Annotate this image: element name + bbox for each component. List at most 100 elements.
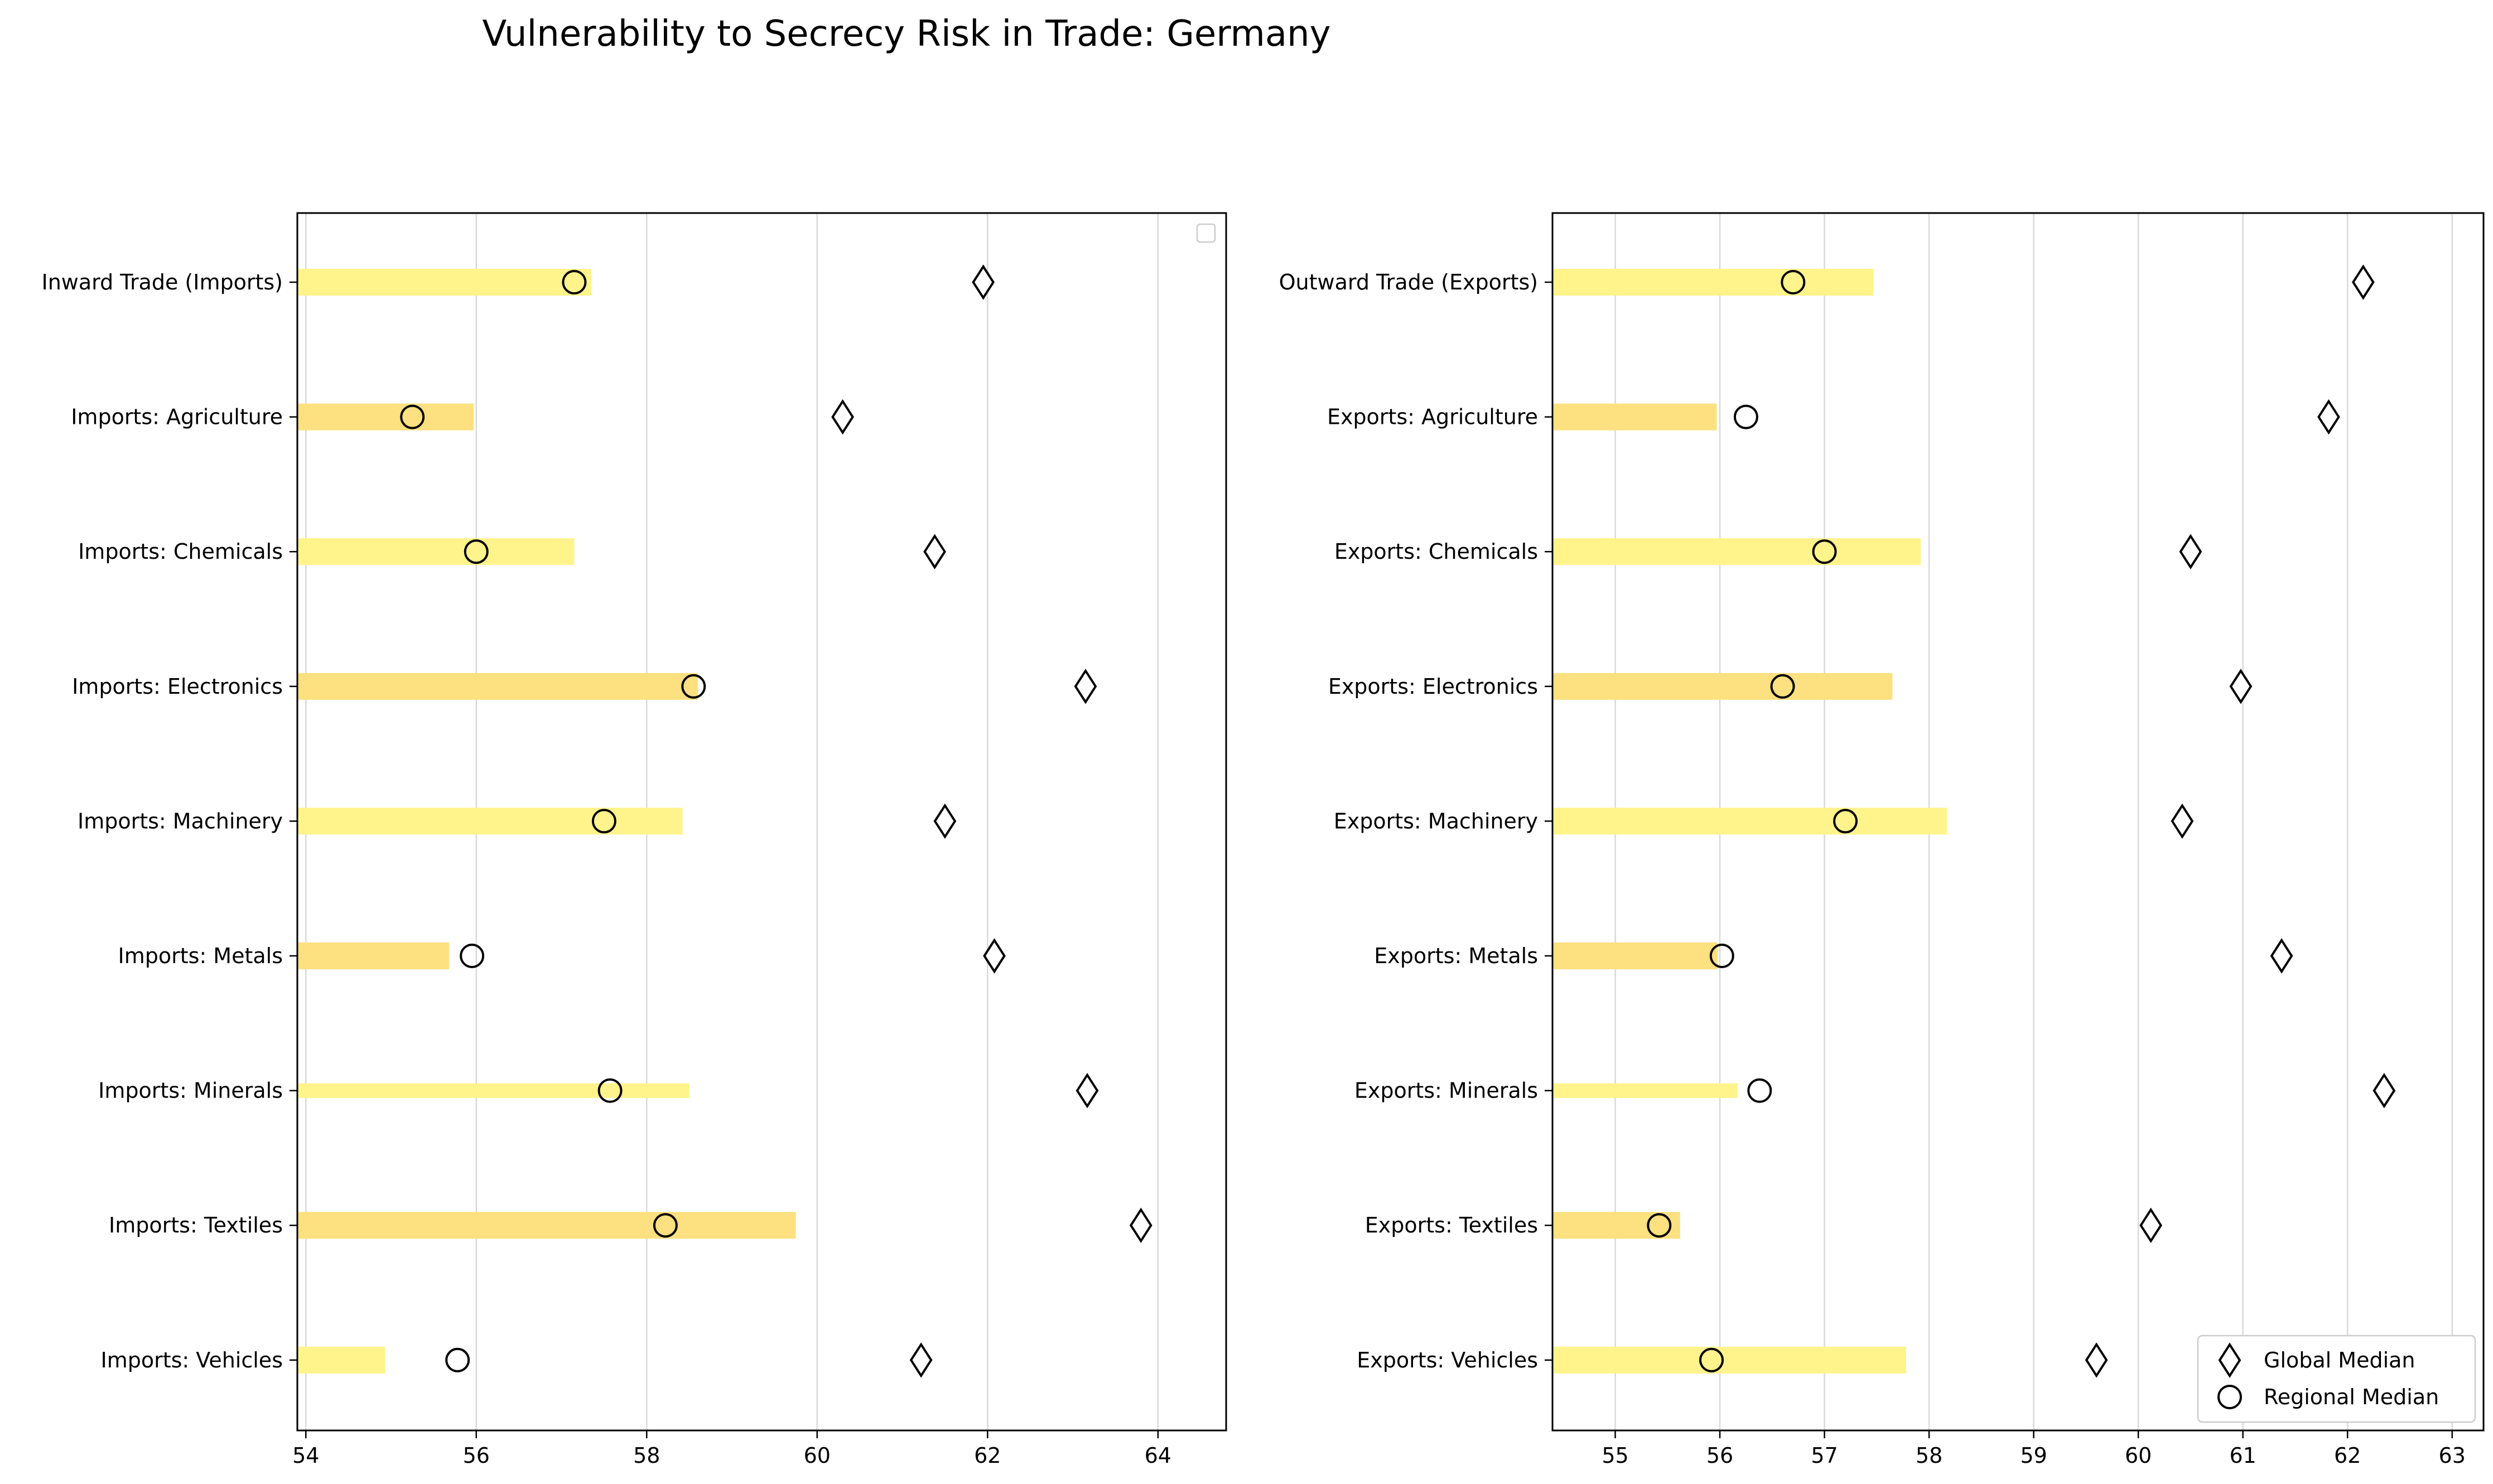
regional-median-marker-imports-minerals [597, 1078, 623, 1103]
x-tick-label: 57 [1811, 1443, 1838, 1468]
bar-exports-metals [1552, 942, 1718, 969]
empty-legend-box [1196, 223, 1216, 243]
bar-imports-electronics [297, 673, 698, 700]
regional-median-marker-exports-machinery [1833, 809, 1858, 834]
global-median-marker-exports-minerals [2373, 1072, 2396, 1109]
x-tick-label: 59 [2020, 1443, 2047, 1468]
y-tick-label: Exports: Textiles [1365, 1213, 1538, 1238]
y-tick-label: Imports: Metals [118, 944, 283, 968]
global-median-marker-exports-vehicles [2085, 1342, 2108, 1378]
axes-frame [1551, 212, 2485, 1432]
global-median-marker-outward-trade-exports [2351, 264, 2375, 300]
regional-median-marker-exports-textiles [1647, 1213, 1672, 1238]
bar-imports-metals [297, 942, 449, 969]
global-median-marker-imports-electronics [1074, 669, 1097, 704]
bar-exports-chemicals [1552, 538, 1921, 565]
legend-label-global-median: Global Median [2264, 1348, 2415, 1372]
global-median-marker-imports-metals [983, 938, 1006, 974]
regional-median-marker-inward-trade-imports [562, 270, 587, 294]
global-median-marker-imports-agriculture [831, 399, 854, 435]
bar-inward-trade-imports [297, 269, 591, 296]
global-median-marker-imports-textiles [1129, 1207, 1153, 1243]
y-tick-label: Imports: Textiles [109, 1213, 283, 1238]
regional-median-marker-exports-chemicals [1812, 539, 1837, 564]
regional-median-marker-imports-metals [460, 944, 485, 968]
bar-exports-machinery [1552, 808, 1947, 835]
global-median-marker-exports-textiles [2139, 1207, 2163, 1243]
y-tick-label: Imports: Chemicals [78, 539, 283, 564]
legend-label-regional-median: Regional Median [2264, 1385, 2439, 1409]
x-tick-label: 56 [1706, 1443, 1733, 1468]
global-median-marker-exports-machinery [2171, 803, 2194, 839]
bar-imports-textiles [297, 1212, 796, 1239]
bar-imports-minerals [297, 1083, 689, 1098]
bar-imports-vehicles [297, 1346, 385, 1374]
x-tick-label: 62 [2334, 1443, 2361, 1468]
regional-median-marker-exports-metals [1709, 944, 1734, 968]
chart-title: Vulnerability to Secrecy Risk in Trade: … [483, 13, 1331, 55]
regional-median-marker-exports-electronics [1770, 674, 1795, 699]
global-median-marker-imports-minerals [1076, 1072, 1099, 1109]
regional-median-marker-outward-trade-exports [1781, 270, 1806, 294]
y-tick-label: Inward Trade (Imports) [42, 270, 283, 294]
legend-circle-icon [2217, 1385, 2242, 1409]
y-tick-label: Exports: Vehicles [1357, 1348, 1538, 1372]
bar-imports-agriculture [297, 403, 474, 431]
y-tick-label: Imports: Machinery [78, 809, 283, 833]
y-tick-label: Exports: Machinery [1334, 809, 1538, 833]
regional-median-marker-imports-electronics [681, 674, 706, 699]
x-tick-label: 62 [974, 1443, 1001, 1468]
bar-exports-minerals [1552, 1083, 1738, 1098]
x-tick-label: 63 [2439, 1443, 2466, 1468]
global-median-marker-imports-vehicles [909, 1342, 933, 1378]
regional-median-marker-exports-agriculture [1733, 404, 1758, 429]
bar-exports-electronics [1552, 673, 1893, 700]
x-tick-label: 54 [292, 1443, 319, 1468]
y-tick-label: Exports: Electronics [1328, 674, 1538, 699]
regional-median-marker-exports-minerals [1747, 1078, 1772, 1103]
y-tick-label: Imports: Minerals [98, 1079, 283, 1103]
y-tick-label: Outward Trade (Exports) [1279, 270, 1538, 294]
bar-exports-vehicles [1552, 1346, 1906, 1374]
x-tick-label: 60 [2125, 1443, 2152, 1468]
regional-median-marker-imports-agriculture [400, 404, 425, 429]
global-median-marker-exports-agriculture [2317, 399, 2340, 435]
x-tick-label: 64 [1145, 1443, 1171, 1468]
global-median-marker-imports-chemicals [923, 534, 946, 569]
right-panel-exports: Outward Trade (Exports) Exports: Agricult… [1279, 212, 2485, 1468]
legend-box [2197, 1335, 2476, 1423]
x-tick-label: 61 [2230, 1443, 2256, 1468]
y-tick-label: Imports: Agriculture [71, 405, 283, 429]
global-median-marker-imports-machinery [933, 803, 957, 839]
x-tick-label: 60 [804, 1443, 831, 1468]
bar-imports-chemicals [297, 538, 575, 565]
bar-exports-agriculture [1552, 403, 1717, 431]
x-tick-label: 55 [1602, 1443, 1628, 1468]
y-tick-label: Exports: Agriculture [1327, 405, 1538, 429]
regional-median-marker-exports-vehicles [1699, 1347, 1724, 1372]
x-tick-label: 58 [1916, 1443, 1942, 1468]
regional-median-marker-imports-textiles [653, 1213, 678, 1238]
bar-imports-machinery [297, 808, 683, 835]
global-median-marker-exports-chemicals [2179, 534, 2202, 569]
x-tick-label: 58 [633, 1443, 660, 1468]
y-tick-label: Imports: Vehicles [101, 1348, 283, 1372]
bar-outward-trade-exports [1552, 269, 1874, 296]
global-median-marker-exports-metals [2270, 938, 2293, 974]
x-tick-label: 56 [463, 1443, 490, 1468]
y-tick-label: Imports: Electronics [72, 674, 283, 699]
bar-exports-textiles [1552, 1212, 1680, 1239]
y-tick-label: Exports: Chemicals [1334, 539, 1538, 564]
y-tick-label: Exports: Metals [1374, 944, 1538, 968]
global-median-marker-exports-electronics [2229, 669, 2253, 704]
left-panel-imports: Inward Trade (Imports) Imports: Agricultu… [42, 212, 1227, 1468]
regional-median-marker-imports-machinery [591, 809, 616, 834]
y-tick-label: Exports: Minerals [1354, 1079, 1538, 1103]
regional-median-marker-imports-vehicles [445, 1347, 470, 1372]
legend-diamond-icon [2218, 1342, 2241, 1378]
axes-frame [296, 212, 1227, 1432]
regional-median-marker-imports-chemicals [464, 539, 489, 564]
global-median-marker-inward-trade-imports [972, 264, 995, 300]
